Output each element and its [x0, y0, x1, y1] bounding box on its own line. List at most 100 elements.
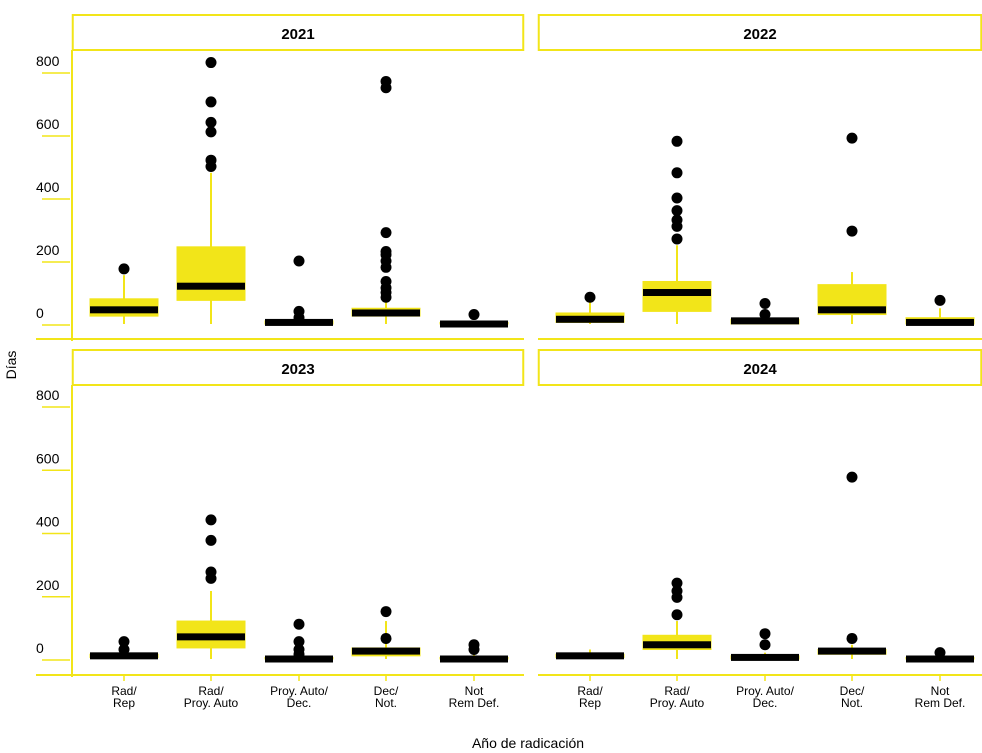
median-line [906, 655, 974, 663]
x-tick-label-line: Dec/ [840, 684, 865, 698]
x-tick-label-line: Not. [841, 696, 863, 710]
y-tick-label: 0 [36, 305, 44, 321]
x-tick-label: Not Rem Def. [915, 684, 966, 710]
x-tick-label-line: Rep [579, 696, 601, 710]
outlier-point [671, 609, 683, 621]
outlier-point [759, 628, 771, 640]
median-line [440, 320, 508, 328]
facet-strip-label: 2024 [743, 361, 777, 378]
facet-strip [71, 14, 525, 51]
outlier-point [759, 298, 771, 310]
outlier-point [671, 135, 683, 147]
y-tick-label: 800 [36, 53, 60, 69]
y-tick-label: 200 [36, 577, 60, 593]
facet-strip [537, 14, 982, 51]
x-tick-label-line: Rem Def. [915, 696, 966, 710]
x-tick-label-line: Rad/ [577, 684, 603, 698]
y-tick-label: 200 [36, 242, 60, 258]
outlier-point [293, 644, 305, 656]
median-line [90, 652, 158, 660]
x-tick-label: Not Rem Def. [449, 684, 500, 710]
median-line [352, 647, 420, 655]
outlier-point [205, 566, 217, 578]
box-iqr [642, 280, 712, 312]
x-tick-label: Dec/Not. [374, 684, 399, 710]
outlier-point [671, 192, 683, 204]
outlier-point [846, 132, 858, 144]
box-4 [439, 309, 509, 328]
median-line [818, 647, 886, 655]
outlier-point [380, 632, 392, 644]
outlier-point [380, 227, 392, 239]
x-tick-label: Rad/Rep [577, 684, 603, 710]
median-line [731, 317, 799, 325]
y-tick-label: 600 [36, 450, 60, 466]
outlier-point [846, 471, 858, 483]
box-1 [642, 135, 712, 324]
median-line [352, 309, 420, 317]
outlier-point [671, 577, 683, 589]
facet-strip [537, 349, 982, 386]
box-3 [817, 471, 887, 659]
x-tick-label-line: Proy. Auto [184, 696, 239, 710]
box-1 [176, 57, 246, 324]
box-iqr [176, 246, 246, 301]
box-2 [730, 298, 800, 325]
outlier-point [671, 205, 683, 217]
outlier-point [118, 636, 130, 648]
x-tick-label: Rad/Proy. Auto [184, 684, 239, 710]
y-tick-label: 0 [36, 640, 44, 656]
y-tick-label: 800 [36, 387, 60, 403]
facet-strip-label: 2023 [281, 361, 314, 378]
box-0 [89, 263, 159, 324]
outlier-point [380, 246, 392, 258]
x-tick-label-line: Proy. Auto [650, 696, 705, 710]
box-4 [439, 639, 509, 663]
outlier-point [671, 233, 683, 245]
outlier-point [468, 639, 480, 651]
outlier-point [380, 275, 392, 287]
panel-2022: 2022 [537, 14, 982, 340]
outlier-point [468, 309, 480, 321]
outlier-point [205, 514, 217, 526]
panel-2021: 2021 0 200 400 600 800 [36, 14, 525, 341]
y-tick-label: 600 [36, 116, 60, 132]
x-tick-label-line: Dec. [753, 696, 778, 710]
x-tick-label-line: Rep [113, 696, 135, 710]
y-tick-label: 400 [36, 179, 60, 195]
outlier-point [293, 255, 305, 267]
median-line [731, 653, 799, 661]
median-line [440, 655, 508, 663]
x-tick-label: Proy. Auto/Dec. [736, 684, 794, 710]
x-tick-label-line: Rad/ [198, 684, 224, 698]
facet-strip-label: 2022 [743, 26, 776, 43]
outlier-point [759, 309, 771, 321]
box-1 [642, 577, 712, 659]
median-line [90, 306, 158, 314]
outlier-point [205, 126, 217, 138]
median-line [177, 633, 245, 641]
y-axis-title: Días [3, 351, 19, 380]
x-tick-label-line: Rad/ [111, 684, 137, 698]
box-3 [351, 75, 421, 324]
outlier-point [671, 214, 683, 226]
outlier-point [205, 154, 217, 166]
median-line [906, 318, 974, 326]
outlier-point [584, 291, 596, 303]
outlier-point [380, 75, 392, 87]
box-2 [264, 255, 334, 326]
x-tick-label: Dec/Not. [840, 684, 865, 710]
x-tick-label-line: Not [465, 684, 484, 698]
facet-strip [71, 349, 525, 386]
median-line [643, 289, 711, 296]
outlier-point [846, 225, 858, 237]
outlier-point [293, 618, 305, 630]
x-tick-label-line: Not. [375, 696, 397, 710]
outlier-point [380, 606, 392, 618]
x-tick-label-line: Rem Def. [449, 696, 500, 710]
outlier-point [293, 305, 305, 317]
outlier-point [934, 647, 946, 659]
